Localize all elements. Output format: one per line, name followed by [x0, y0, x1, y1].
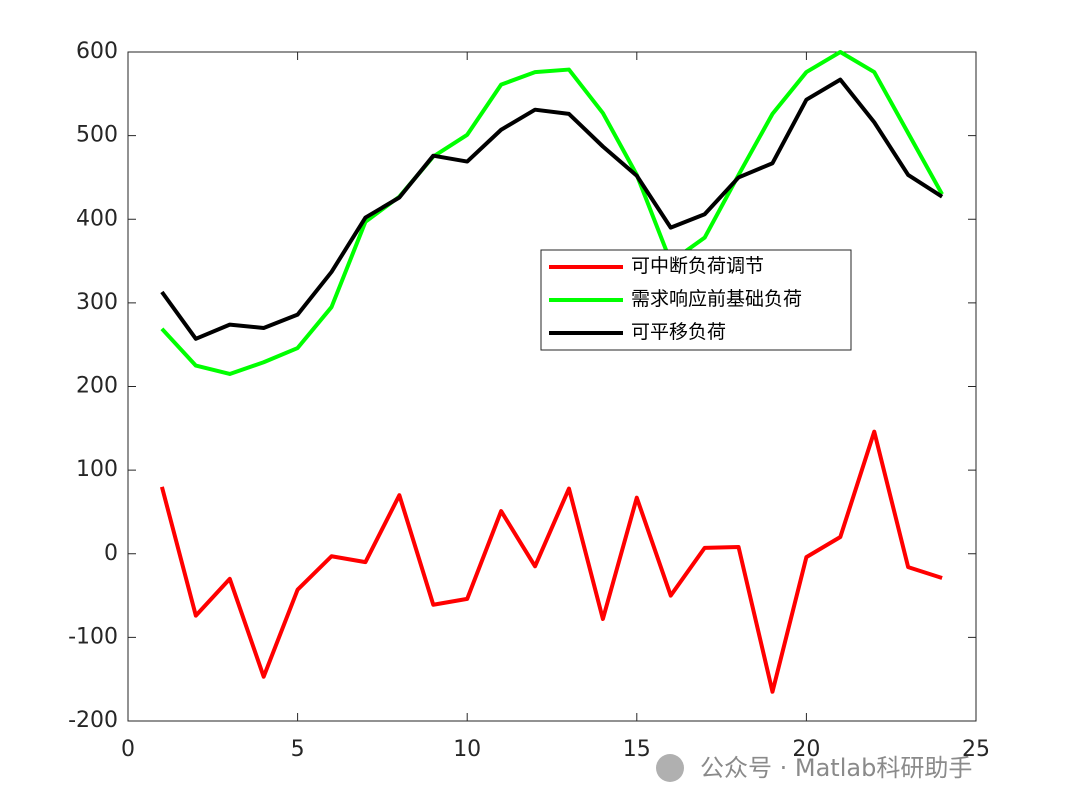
watermark-icon	[656, 754, 684, 782]
series-line	[160, 77, 944, 341]
y-tick-label: -200	[68, 708, 118, 733]
x-tick-label: 0	[121, 737, 135, 762]
x-tick-label: 10	[453, 737, 481, 762]
x-tick-label: 5	[291, 737, 305, 762]
x-tick-label: 25	[962, 737, 990, 762]
series-line	[159, 429, 943, 694]
legend-label: 需求响应前基础负荷	[631, 288, 802, 310]
y-tick-label: 0	[104, 541, 118, 566]
y-tick-label: 300	[76, 290, 118, 315]
y-tick-label: 400	[76, 206, 118, 231]
y-tick-label: 500	[76, 123, 118, 148]
y-tick-label: -100	[68, 624, 118, 649]
y-tick-label: 100	[76, 457, 118, 482]
plot-area	[127, 51, 977, 722]
x-tick-label: 20	[792, 737, 820, 762]
legend-label: 可中断负荷调节	[631, 255, 764, 277]
series-line	[160, 50, 944, 376]
x-tick-label: 15	[623, 737, 651, 762]
y-tick-label: 200	[76, 374, 118, 399]
legend-label: 可平移负荷	[631, 321, 726, 343]
y-tick-label: 600	[76, 39, 118, 64]
watermark: 公众号 · Matlab科研助手	[700, 754, 972, 782]
